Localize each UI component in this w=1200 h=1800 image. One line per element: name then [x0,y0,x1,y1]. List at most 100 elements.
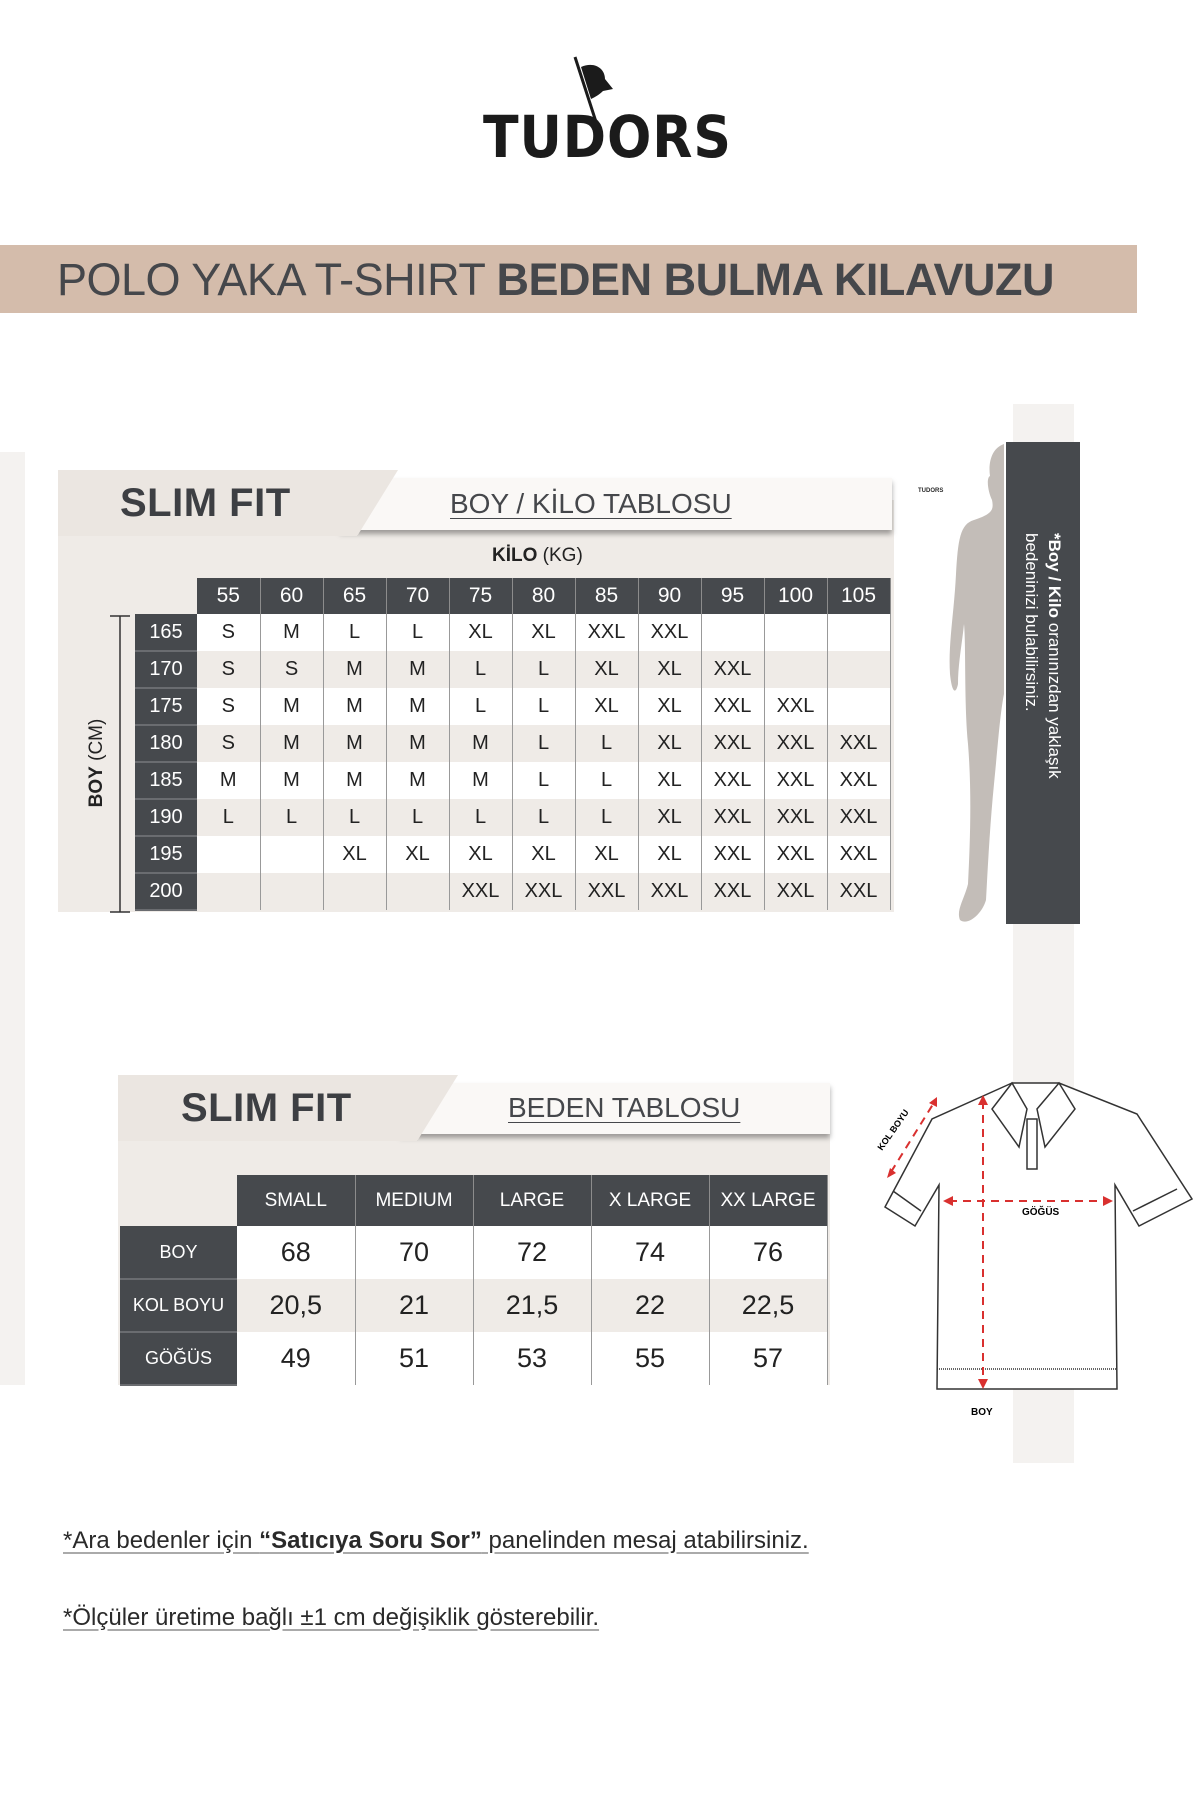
corner-cell [120,1175,237,1226]
size-cell: XL [449,614,513,651]
note1-post: panelinden mesaj atabilirsiniz. [481,1527,809,1554]
size-cell: M [323,762,387,799]
small-logo: TUDORS [918,488,944,494]
boy-label-bold: BOY [86,766,107,808]
size-cell: XXL [827,836,891,873]
side-note-line2: bedeninizi bulabilirsiniz. [1022,533,1041,712]
size-cell: M [260,614,324,651]
weight-header: 100 [764,578,828,614]
measure-label: GÖĞÜS [120,1332,237,1386]
kilo-label-bold: KİLO [492,545,538,566]
table-row: KOL BOYU 20,5 21 21,5 22 22,5 [120,1279,828,1333]
size-cell: M [260,688,324,725]
size-header: XX LARGE [709,1175,828,1226]
size-cell: M [323,725,387,762]
table-row: 170 S S M M L L XL XL XXL [135,651,891,689]
size-cell: XL [638,688,702,725]
size-cell: L [512,688,576,725]
weight-header: 85 [575,578,639,614]
size-cell [827,688,891,725]
size-header: MEDIUM [355,1175,474,1226]
measure-cell: 22 [591,1279,710,1332]
boy-kilo-subtitle: BOY / KİLO TABLOSU [450,488,732,519]
size-header: SMALL [237,1175,356,1226]
size-cell: S [197,651,261,688]
weight-header: 95 [701,578,765,614]
height-label: 180 [135,725,197,763]
size-cell [764,614,828,651]
measure-cell: 22,5 [709,1279,828,1332]
size-cell: L [323,799,387,836]
measure-cell: 55 [591,1332,710,1385]
measure-cell: 21,5 [473,1279,592,1332]
size-header: X LARGE [591,1175,710,1226]
size-cell [386,873,450,910]
measure-cell: 53 [473,1332,592,1385]
size-cell: S [260,651,324,688]
title-bold: BEDEN BULMA KILAVUZU [496,254,1055,305]
logo-text: TUDORS [483,103,732,171]
beden-subtitle: BEDEN TABLOSU [508,1092,741,1123]
weight-header: 80 [512,578,576,614]
size-cell: L [575,799,639,836]
size-cell: XL [638,725,702,762]
size-cell: M [386,762,450,799]
tudors-logo: TUDORS [470,55,731,171]
size-cell: L [512,725,576,762]
measure-label: BOY [120,1226,237,1280]
size-cell: XL [575,836,639,873]
size-cell: XXL [575,873,639,910]
size-cell: L [386,799,450,836]
size-cell [260,836,324,873]
beden-fit-title: SLIM FIT [181,1086,352,1130]
size-cell: XL [512,614,576,651]
measure-cell: 20,5 [237,1279,356,1332]
size-cell: XXL [701,688,765,725]
size-cell: XXL [701,725,765,762]
beden-fit-tab: SLIM FIT [118,1075,458,1141]
size-cell: XXL [701,836,765,873]
beden-subtitle-tab: BEDEN TABLOSU [400,1083,830,1134]
boy-label: BOY [971,1407,993,1418]
size-cell: L [197,799,261,836]
side-note-rest: oranınızdan yaklaşık [1045,618,1064,779]
size-cell: S [197,725,261,762]
size-cell: XXL [764,688,828,725]
height-label: 195 [135,836,197,874]
note1-bold[interactable]: “Satıcıya Soru Sor” [259,1527,482,1554]
height-label: 165 [135,614,197,652]
size-cell: M [386,651,450,688]
table-row: 185 M M M M M L L XL XXL XXL XXL [135,762,891,800]
size-cell: L [512,762,576,799]
size-header: LARGE [473,1175,592,1226]
man-silhouette [949,444,1004,922]
size-cell: M [386,688,450,725]
kilo-axis-label: KİLO (KG) [492,545,583,567]
kilo-label-unit: (KG) [542,545,583,566]
page-title: POLO YAKA T-SHIRT BEDEN BULMA KILAVUZU [57,254,1055,306]
height-label: 200 [135,873,197,911]
boy-kilo-fit-title: SLIM FIT [120,481,291,525]
measure-cell: 49 [237,1332,356,1385]
side-note-panel: *Boy / Kilo oranınızdan yaklaşık bedenin… [1006,442,1080,924]
size-cell [260,873,324,910]
table-row: 165 S M L L XL XL XXL XXL [135,614,891,652]
size-cell: XXL [701,762,765,799]
measure-cell: 57 [709,1332,828,1385]
boy-bracket [110,615,130,913]
note-olculer: *Ölçüler üretime bağlı ±1 cm değişiklik … [63,1604,600,1631]
measure-label: KOL BOYU [120,1279,237,1333]
size-cell: XL [638,836,702,873]
size-cell: XXL [764,799,828,836]
size-cell: XXL [449,873,513,910]
size-cell: XL [512,836,576,873]
size-cell: L [449,799,513,836]
beden-table: SMALL MEDIUM LARGE X LARGE XX LARGE BOY 68 70 7… [120,1175,828,1386]
size-cell: XXL [701,799,765,836]
size-cell: L [386,614,450,651]
flag-icon [573,56,613,125]
size-cell: XL [575,688,639,725]
measure-cell: 72 [473,1226,592,1279]
weight-header: 75 [449,578,513,614]
corner-cell [135,578,197,614]
